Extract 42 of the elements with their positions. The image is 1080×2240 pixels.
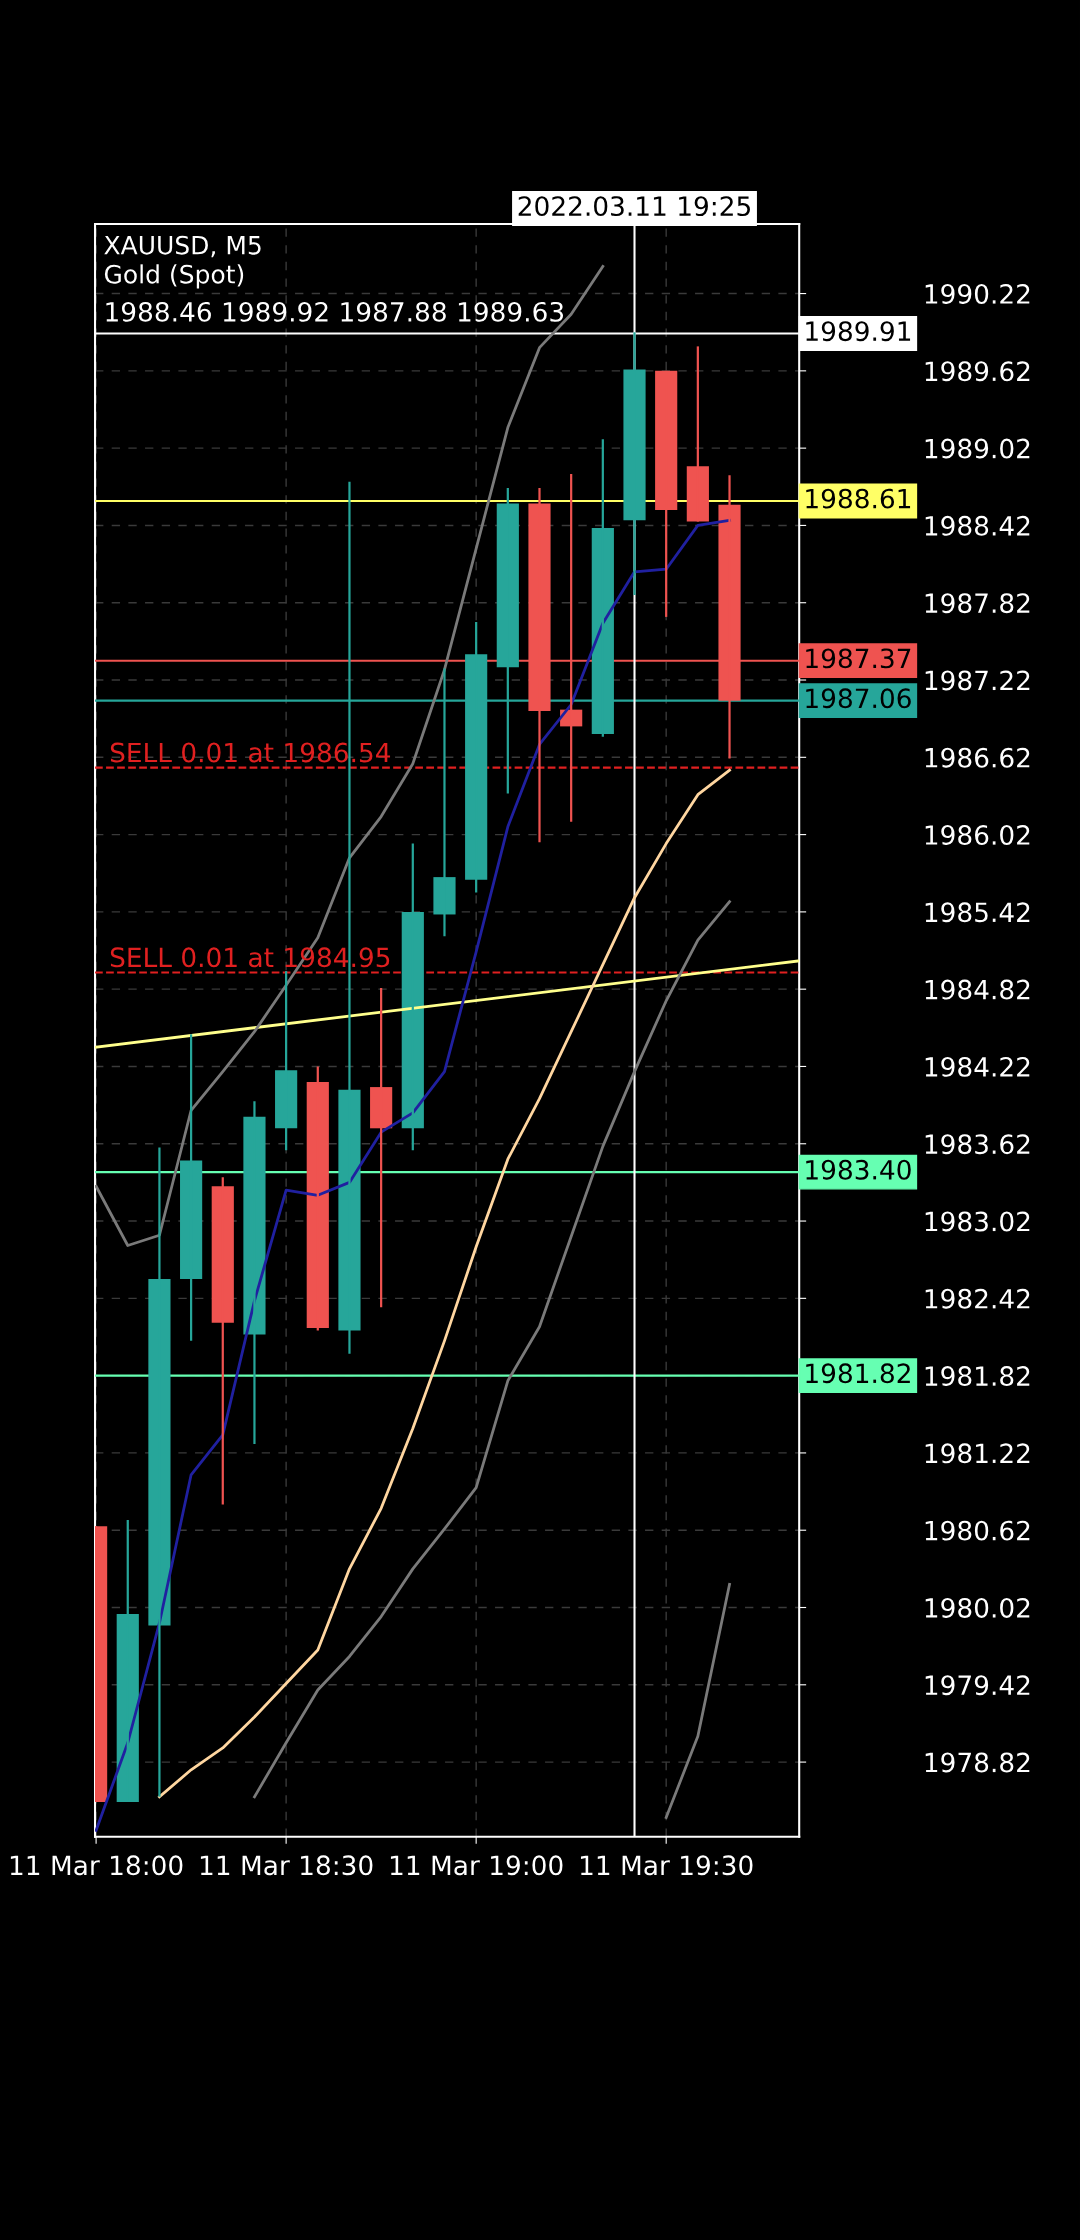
- chart-title: XAUUSD, M5: [104, 235, 261, 258]
- ref-line-label: 1981.82: [806, 1363, 910, 1384]
- ref-line-label: 1983.40: [806, 1159, 911, 1180]
- y-tick-label: 1988.42: [925, 515, 1030, 536]
- ref-line-label: 1989.91: [806, 321, 911, 342]
- y-tick-label: 1984.82: [925, 979, 1030, 1000]
- y-tick-label: 1982.42: [925, 1288, 1030, 1309]
- line-series: [95, 518, 731, 1832]
- ref-line-label: 1988.61: [806, 488, 911, 509]
- line-series: [95, 265, 605, 1247]
- y-tick-label: 1989.02: [925, 438, 1030, 459]
- y-tick-label: 1986.62: [925, 747, 1030, 768]
- x-tick-label: 11 Mar 18:30: [200, 1855, 373, 1876]
- ref-line-label: 1987.06: [806, 688, 911, 709]
- x-tick-label: 11 Mar 18:00: [10, 1855, 183, 1876]
- y-tick-label: 1981.22: [925, 1443, 1030, 1464]
- y-tick-label: 1987.22: [925, 670, 1030, 691]
- ref-line-label: 1987.37: [806, 648, 911, 669]
- candlestick: [655, 369, 678, 618]
- y-tick-label: 1987.82: [925, 593, 1030, 614]
- y-tick-label: 1990.22: [925, 284, 1030, 304]
- x-tick-label: 11 Mar 19:30: [580, 1855, 753, 1876]
- candlestick: [686, 345, 709, 523]
- annotation: 1988.46 1989.92 1987.88 1989.63: [106, 301, 564, 322]
- ref-line-label: 2022.03.11 19:25: [518, 196, 750, 217]
- y-tick-label: 1985.42: [925, 902, 1030, 923]
- y-tick-label: 1989.62: [925, 361, 1030, 382]
- y-tick-label: 1984.22: [925, 1056, 1030, 1077]
- y-tick-label: 1979.42: [925, 1675, 1030, 1696]
- y-tick-label: 1980.02: [925, 1597, 1030, 1618]
- y-tick-label: 1986.02: [925, 825, 1030, 845]
- candlestick: [180, 1033, 203, 1342]
- text: Gold (Spot): [104, 264, 244, 289]
- candlestick: [211, 1176, 234, 1506]
- candlestick: [275, 970, 298, 1152]
- y-tick-label: 1981.82: [925, 1366, 1030, 1387]
- y-tick-label: 1983.02: [925, 1211, 1030, 1232]
- y-tick-label: 1983.62: [925, 1134, 1030, 1155]
- y-tick-label: 1978.82: [925, 1752, 1030, 1773]
- y-tick-label: 1980.62: [925, 1520, 1030, 1541]
- x-tick-label: 11 Mar 19:00: [390, 1855, 563, 1876]
- candlestick: [623, 331, 646, 597]
